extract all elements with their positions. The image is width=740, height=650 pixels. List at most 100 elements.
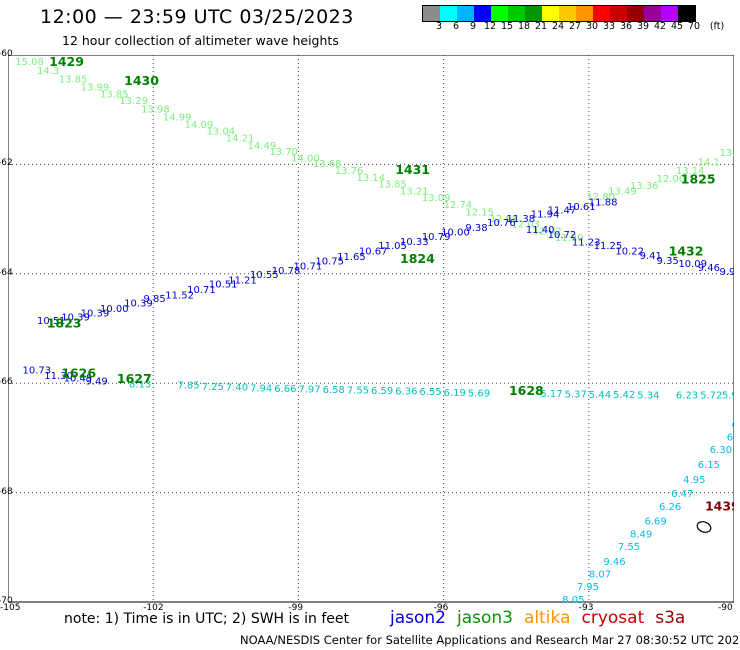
wave-height-label: 10.71	[294, 261, 323, 272]
satellite-tracks: 15.0814.313.8513.9913.8513.2913.9814.991…	[15, 55, 734, 603]
wave-height-label: 6.23	[676, 391, 698, 402]
wave-height-label: 10.51	[209, 279, 238, 290]
color-scale-label: (ft)	[709, 21, 725, 32]
color-scale-label: 15	[500, 21, 514, 32]
wave-height-label: 11.05	[378, 241, 407, 252]
wave-height-label: 11.30	[44, 371, 73, 382]
wave-height-label: 10.22	[615, 247, 644, 258]
wave-height-label: 7.85	[177, 381, 199, 392]
latitude-label: -60	[0, 49, 13, 59]
wave-height-label: 13.14	[356, 173, 385, 184]
satellite-legend-jason2: jason2	[390, 608, 446, 628]
wave-height-label: 10.51	[37, 316, 66, 327]
color-scale-label: 6	[452, 21, 460, 32]
wave-height-label: 6.15	[698, 460, 720, 471]
satellite-legend-altika: altika	[524, 608, 571, 628]
pass-time-label: 1627	[117, 371, 152, 386]
wave-height-label: 7.40	[226, 382, 248, 393]
wave-height-label: 6.30	[710, 445, 732, 456]
color-swatch	[508, 6, 525, 21]
color-swatch	[542, 6, 559, 21]
color-scale-label: 70	[687, 21, 701, 32]
page-subtitle: 12 hour collection of altimeter wave hei…	[62, 33, 339, 48]
coastline-island	[696, 521, 712, 533]
wave-height-label: 11.38	[507, 214, 536, 225]
color-scale-bar	[422, 5, 696, 22]
wave-height-label: 14.21	[226, 133, 255, 144]
wave-height-label: 9.35	[657, 256, 679, 267]
pass-time-label: 1432	[669, 244, 704, 259]
wave-height-label: 10.79	[422, 232, 451, 243]
wave-height-label: 10.00	[100, 304, 129, 315]
color-scale-label: 27	[568, 21, 582, 32]
wave-height-label: 13.70	[269, 147, 298, 158]
wave-height-label: 7.94	[250, 383, 272, 394]
wave-height-label: 14.09	[185, 120, 214, 131]
wave-height-label: 11.23	[572, 237, 601, 248]
wave-height-label: 10.39	[124, 299, 153, 310]
longitude-label: -90	[718, 603, 733, 613]
wave-height-label: 8.05	[562, 595, 584, 603]
wave-height-label: 6.55	[419, 387, 441, 398]
color-swatch	[457, 6, 474, 21]
wave-height-label: 5.34	[637, 391, 659, 402]
color-swatch	[644, 6, 661, 21]
color-swatch	[423, 6, 440, 21]
wave-height-label: 10.78	[272, 266, 301, 277]
wave-height-label: 10.67	[359, 247, 388, 258]
wave-height-label: 8.07	[589, 569, 611, 580]
wave-height-label: 10.39	[61, 312, 90, 323]
wave-height-label: 4.95	[683, 475, 705, 486]
wave-height-label: 14.99	[163, 113, 192, 124]
wave-height-label: 12.03	[511, 219, 540, 230]
wave-height-label: 13.76	[335, 166, 364, 177]
color-swatch	[610, 6, 627, 21]
wave-height-label: 11.65	[337, 252, 366, 263]
wave-height-label: 6.66	[274, 384, 296, 395]
wave-height-label: 13.68	[313, 159, 342, 170]
wave-height-label: 10.45	[64, 374, 93, 385]
wave-height-label: 8.49	[630, 529, 652, 540]
wave-height-label: 9.46	[603, 557, 625, 568]
pass-time-label: 1823	[47, 315, 82, 330]
wave-height-label: 6	[732, 420, 734, 431]
color-swatch	[440, 6, 457, 21]
latitude-label: -70	[0, 596, 13, 606]
wave-height-label: 6.19	[444, 388, 466, 399]
wave-height-label: 10.55	[250, 270, 279, 281]
wave-height-label: 5.44	[589, 390, 611, 401]
color-scale-label: 24	[551, 21, 565, 32]
wave-height-label: 12.02	[533, 226, 562, 237]
wave-height-label: 9.98	[719, 267, 734, 278]
map-border	[8, 55, 734, 603]
wave-height-label: 11.52	[165, 290, 194, 301]
wave-height-label: 11.88	[589, 197, 618, 208]
color-scale-label: 3	[435, 21, 443, 32]
satellite-legend-s3a: s3a	[655, 608, 686, 628]
wave-height-label: 13.21	[400, 186, 429, 197]
color-scale-label: 45	[670, 21, 684, 32]
wave-height-label: 13.29	[119, 96, 148, 107]
wave-height-label: 13.99	[81, 83, 110, 94]
pass-time-label: 1439	[705, 499, 734, 514]
wave-height-label: 13.85	[100, 90, 129, 101]
wave-height-label: 7.55	[347, 386, 369, 397]
wave-height-label: 14.3	[37, 66, 59, 77]
color-swatch	[474, 6, 491, 21]
color-swatch	[576, 6, 593, 21]
wave-height-label: 5.17	[540, 389, 562, 400]
pass-time-label: 1626	[61, 366, 96, 381]
pass-time-label: 1628	[509, 383, 544, 398]
wave-height-label: 10.61	[567, 202, 596, 213]
wave-height-label: 9.41	[640, 251, 662, 262]
wave-height-label: 7.25	[202, 382, 224, 393]
wave-height-label: 12.15	[465, 207, 494, 218]
wave-height-label: 12.68	[490, 214, 519, 225]
wave-height-label: 6.47	[671, 489, 693, 500]
wave-height-label: 15.08	[15, 57, 44, 68]
pass-time-label: 1430	[124, 73, 159, 88]
wave-height-label: 6.69	[644, 516, 666, 527]
wave-height-label: 6.58	[323, 385, 345, 396]
